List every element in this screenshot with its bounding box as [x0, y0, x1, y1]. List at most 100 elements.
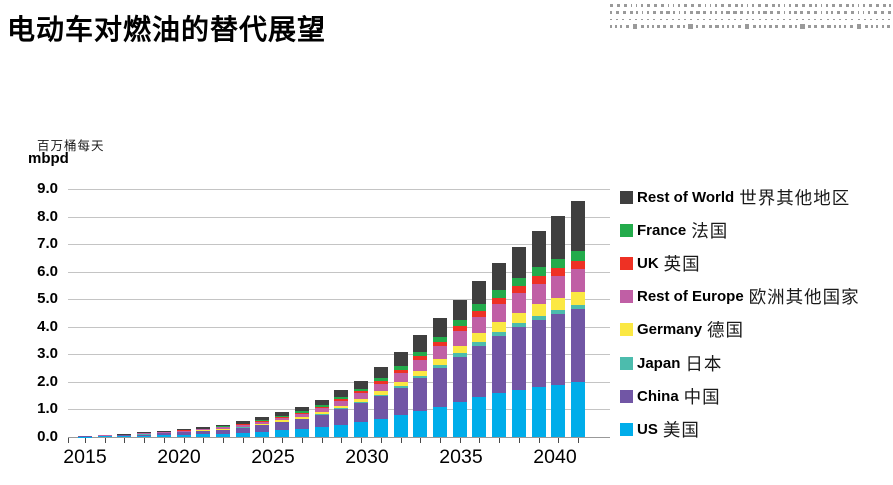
legend-label-en: US	[637, 420, 658, 438]
legend-item-france: France 法国	[620, 219, 728, 241]
bar-segment-china	[492, 336, 507, 394]
bar-segment-rest-of-europe	[511, 293, 526, 313]
legend-item-rest-of-world: Rest of World 世界其他地区	[620, 186, 850, 208]
page-title: 电动车对燃油的替代展望	[7, 15, 327, 46]
x-axis-tick	[301, 438, 303, 443]
x-axis-label: 2030	[345, 446, 389, 468]
dots-row	[610, 17, 891, 22]
bar-2038	[531, 231, 546, 437]
bar-segment-france	[571, 250, 585, 261]
legend-label-cn: 日本	[685, 353, 723, 374]
bar-segment-germany	[275, 420, 290, 422]
x-axis-tick	[321, 438, 323, 443]
legend-item-rest-of-europe: Rest of Europe 欧洲其他国家	[620, 286, 860, 308]
bar-segment-uk	[551, 268, 566, 276]
bar-segment-us	[235, 432, 250, 437]
legend-label-cn: 世界其他地区	[739, 187, 851, 208]
bar-segment-china	[97, 435, 112, 437]
bar-segment-uk	[571, 260, 585, 269]
bar-segment-germany	[314, 412, 329, 415]
bar-segment-us	[255, 431, 270, 437]
bar-segment-rest-of-world	[413, 335, 428, 352]
bar-segment-rest-of-europe	[137, 433, 152, 434]
bar-segment-japan	[531, 315, 546, 320]
legend-swatch	[620, 190, 633, 204]
x-axis-tick	[361, 438, 363, 443]
bar-segment-france	[531, 267, 546, 277]
legend-swatch	[620, 223, 633, 237]
bar-segment-us	[393, 415, 408, 437]
bar-segment-us	[97, 436, 112, 437]
bar-segment-france	[196, 428, 211, 430]
y-axis-tick-label: 4.0	[37, 317, 58, 335]
bar-segment-us	[472, 397, 487, 437]
gridline	[68, 326, 610, 328]
legend-label-cn: 法国	[691, 220, 729, 241]
bar-segment-japan	[472, 341, 487, 347]
bar-segment-rest-of-europe	[571, 268, 585, 293]
bar-segment-japan	[432, 365, 447, 369]
bar-segment-rest-of-europe	[531, 283, 546, 305]
legend-label-cn: 中国	[683, 386, 721, 407]
bar-segment-germany	[176, 431, 191, 433]
bar-segment-germany	[472, 333, 487, 342]
bar-2039	[551, 216, 566, 437]
bar-segment-rest-of-europe	[216, 427, 231, 429]
bar-segment-rest-of-world	[196, 427, 211, 429]
gridline	[68, 189, 610, 190]
bar-segment-rest-of-europe	[432, 346, 447, 359]
bar-segment-china	[354, 403, 369, 422]
legend-item-us: US 美国	[620, 418, 700, 440]
bar-segment-france	[472, 303, 487, 311]
legend-swatch	[620, 356, 633, 370]
bar-segment-rest-of-world	[137, 432, 152, 433]
y-axis-tick-label: 8.0	[37, 207, 58, 225]
legend-item-china: China 中国	[620, 385, 721, 407]
bar-segment-uk	[334, 399, 349, 401]
bar-segment-france	[413, 351, 428, 357]
bar-segment-japan	[373, 394, 388, 397]
bar-segment-germany	[492, 322, 507, 333]
x-axis-tick	[124, 438, 126, 443]
y-axis-tick-label: 9.0	[37, 180, 58, 197]
bar-segment-rest-of-europe	[492, 304, 507, 323]
bar-segment-japan	[492, 332, 507, 337]
bar-segment-rest-of-europe	[117, 434, 132, 436]
bar-segment-us	[531, 387, 546, 437]
bar-2028	[334, 390, 349, 437]
bar-segment-rest-of-world	[354, 380, 369, 389]
bar-segment-us	[294, 429, 309, 437]
bar-segment-rest-of-world	[294, 407, 309, 412]
bar-segment-rest-of-world	[216, 424, 231, 427]
bar-segment-uk	[393, 369, 408, 373]
bar-segment-germany	[294, 416, 309, 419]
bar-2016	[97, 435, 112, 437]
x-axis-tick	[578, 438, 580, 443]
bar-segment-us	[156, 435, 171, 437]
bar-segment-japan	[255, 424, 270, 426]
gridline	[68, 216, 610, 218]
plot-area	[68, 189, 610, 438]
bar-segment-japan	[413, 375, 428, 379]
bar-segment-china	[393, 387, 408, 416]
bar-2022	[216, 424, 231, 437]
bar-segment-us	[334, 424, 349, 437]
legend-swatch	[620, 290, 633, 304]
bar-segment-uk	[492, 297, 507, 305]
bar-2024	[255, 417, 270, 437]
x-axis-tick	[341, 438, 343, 443]
legend-label-cn: 英国	[663, 253, 701, 274]
bar-segment-uk	[275, 416, 290, 418]
bar-2027	[314, 400, 329, 437]
bar-segment-france	[393, 365, 408, 370]
bar-segment-rest-of-europe	[551, 275, 566, 299]
bar-2040	[571, 201, 585, 437]
x-axis-tick	[499, 438, 501, 443]
bar-segment-china	[176, 432, 191, 435]
bar-segment-rest-of-world	[255, 417, 270, 420]
bar-segment-china	[432, 368, 447, 407]
bar-segment-japan	[571, 304, 585, 309]
bar-segment-rest-of-europe	[275, 417, 290, 421]
legend-swatch	[620, 422, 633, 436]
x-axis-tick	[282, 438, 284, 443]
